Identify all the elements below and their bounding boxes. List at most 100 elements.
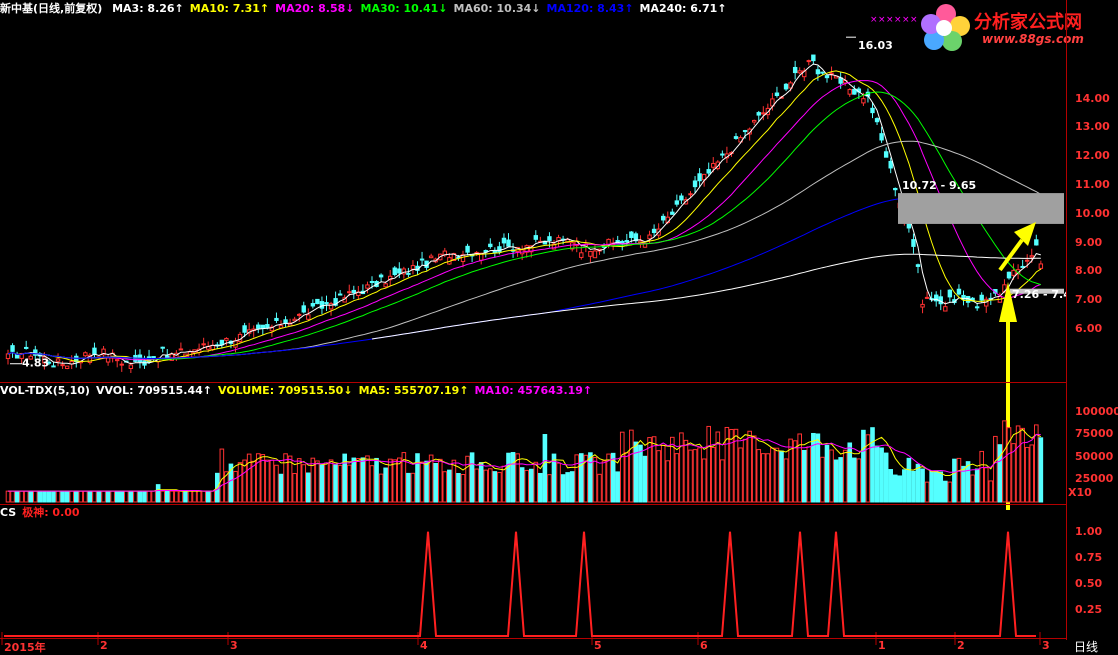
candle-body-98 — [451, 253, 457, 261]
volume-bar-53 — [246, 453, 252, 503]
volume-bar-78 — [360, 457, 366, 503]
volume-bar-71 — [328, 459, 334, 503]
candle-body-192 — [879, 133, 884, 141]
volume-bar-76 — [351, 457, 357, 503]
volume-bar-194 — [888, 469, 894, 503]
candle-body-15 — [74, 355, 79, 363]
candle-body-93 — [428, 255, 434, 259]
candle-body-1 — [10, 345, 15, 352]
volume-bar-189 — [865, 434, 871, 503]
volume-bar-214 — [979, 450, 985, 503]
volume-bar-160 — [733, 428, 739, 503]
volume-bar-207 — [947, 481, 953, 503]
cs-tick-1: 0.75 — [1075, 550, 1103, 564]
volume-bar-21 — [101, 490, 106, 503]
volume-bar-18 — [87, 490, 93, 503]
candle-body-193 — [883, 151, 889, 158]
volume-bar-6 — [33, 490, 38, 503]
volume-bar-177 — [811, 432, 816, 503]
volume-bar-217 — [993, 435, 998, 503]
volume-bar-219 — [1002, 420, 1007, 503]
volume-bar-215 — [983, 467, 989, 503]
period-label[interactable]: 日线 — [1074, 640, 1099, 654]
volume-bar-205 — [938, 471, 944, 503]
volume-bar-226 — [1034, 424, 1039, 503]
volume-bar-191 — [874, 445, 880, 503]
time-tick-4: 5 — [594, 639, 602, 652]
candle-body-200 — [915, 264, 921, 267]
logo-url: www.88gs.com — [982, 32, 1084, 46]
volume-bar-44 — [205, 490, 211, 503]
candle-body-72 — [333, 298, 338, 306]
volume-bar-9 — [46, 490, 52, 503]
volume-bar-7 — [37, 490, 43, 503]
annotation-high: 16.03 — [858, 39, 893, 52]
candle-body-76 — [351, 289, 357, 294]
time-tick-6: 1 — [878, 639, 886, 652]
volume-bar-40 — [187, 490, 193, 503]
volume-bar-90 — [415, 453, 420, 503]
volume-bar-56 — [260, 454, 266, 503]
candle-body-190 — [870, 107, 875, 114]
volume-bar-113 — [519, 467, 525, 503]
volume-bar-212 — [970, 474, 975, 503]
volume-bar-104 — [478, 462, 484, 503]
candle-body-194 — [888, 160, 893, 169]
candle-body-142 — [651, 228, 657, 234]
volume-bar-30 — [142, 490, 147, 503]
volume-bar-35 — [164, 490, 170, 503]
volume-bar-139 — [638, 444, 643, 503]
candle-body-179 — [820, 71, 825, 74]
candle-body-209 — [956, 288, 962, 295]
volume-bar-31 — [146, 490, 152, 503]
candle-body-38 — [178, 348, 184, 351]
volume-bar-146 — [670, 436, 675, 503]
volume-bar-156 — [715, 431, 721, 503]
candle-body-176 — [806, 60, 811, 63]
cs-header: CS 极神: 0.00 — [0, 505, 86, 521]
volume-bar-163 — [747, 430, 752, 503]
volume-bar-103 — [474, 468, 479, 503]
volume-legend-0: VOL-TDX(5,10) — [0, 384, 90, 397]
volume-bar-0 — [5, 490, 11, 503]
volume-bar-166 — [761, 453, 766, 503]
volume-bar-57 — [265, 459, 270, 503]
volume-bar-105 — [483, 469, 489, 503]
arrow-diag-shaft — [998, 238, 1024, 272]
volume-tick-0: 100000 — [1075, 404, 1118, 418]
candle-body-115 — [529, 245, 534, 253]
candle-body-164 — [752, 119, 757, 123]
candle-body-204 — [934, 294, 939, 302]
volume-bar-83 — [383, 467, 388, 503]
volume-bar-61 — [283, 453, 288, 503]
candle-body-75 — [347, 291, 352, 294]
candle-body-43 — [201, 343, 206, 346]
volume-bar-65 — [301, 464, 307, 503]
volume-bar-162 — [742, 438, 748, 503]
price-chart: 10.72 - 9.657.26 - 7.416.034.83× × × × × × — [1, 15, 1066, 645]
volume-bar-133 — [610, 452, 616, 503]
price-tick-5: 9.00 — [1075, 235, 1103, 249]
volume-bar-52 — [242, 459, 247, 503]
volume-bar-159 — [729, 428, 734, 503]
volume-ma-10 — [8, 433, 1041, 492]
candle-body-3 — [19, 353, 24, 359]
volume-bar-118 — [542, 434, 548, 503]
volume-bar-15 — [73, 490, 79, 503]
candle-body-174 — [797, 70, 802, 74]
volume-bar-89 — [410, 472, 416, 503]
candle-body-89 — [410, 265, 416, 270]
candle-body-207 — [947, 289, 953, 298]
volume-bar-96 — [442, 471, 448, 503]
volume-bar-186 — [852, 457, 857, 503]
candle-body-105 — [483, 250, 488, 253]
volume-bar-224 — [1024, 446, 1030, 503]
volume-bar-37 — [174, 490, 179, 503]
ma-line-20 — [7, 80, 1041, 361]
volume-bar-138 — [633, 441, 639, 503]
volume-bar-183 — [838, 457, 843, 503]
volume-bar-200 — [915, 463, 921, 503]
ma-legend-2: MA20: 8.58↓ — [275, 2, 355, 15]
volume-bar-119 — [547, 474, 552, 503]
volume-bar-210 — [961, 465, 966, 503]
